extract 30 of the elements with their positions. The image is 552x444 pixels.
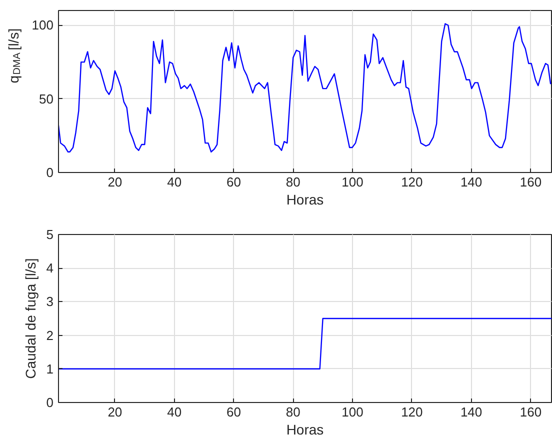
x-tick-label: 60	[226, 174, 241, 190]
x-tick-label: 160	[520, 174, 542, 190]
x-tick-label: 60	[226, 404, 241, 420]
x-tick-label: 140	[460, 174, 482, 190]
x-tick-label: 120	[401, 404, 423, 420]
line-series	[58, 23, 552, 152]
x-tick-label: 100	[342, 404, 364, 420]
y-tick-label: 0	[46, 165, 54, 180]
y-tick-label: 5	[46, 227, 54, 242]
x-axis-title: Horas	[286, 422, 324, 438]
x-tick-label: 160	[520, 404, 542, 420]
y-tick-label: 100	[32, 18, 54, 33]
y-tick-label: 0	[46, 395, 54, 410]
x-axis-title: Horas	[286, 192, 324, 208]
y-tick-label: 2	[46, 328, 54, 343]
y-tick-label: 1	[46, 361, 54, 376]
x-tick-label: 20	[108, 174, 122, 190]
x-tick-label: 120	[401, 174, 423, 190]
x-tick-label: 100	[342, 174, 364, 190]
y-tick-label: 50	[39, 91, 54, 106]
x-tick-label: 80	[286, 174, 300, 190]
x-tick-label: 140	[460, 404, 482, 420]
x-tick-label: 80	[286, 404, 300, 420]
y-tick-label: 3	[46, 294, 54, 310]
x-tick-label: 40	[167, 174, 182, 190]
y-axis-title: Caudal de fuga [l/s]	[22, 258, 38, 379]
y-axis-title: qDMA [l/s]	[6, 28, 23, 84]
x-tick-label: 20	[108, 404, 122, 420]
x-tick-label: 40	[167, 404, 182, 420]
y-tick-label: 4	[46, 260, 54, 276]
